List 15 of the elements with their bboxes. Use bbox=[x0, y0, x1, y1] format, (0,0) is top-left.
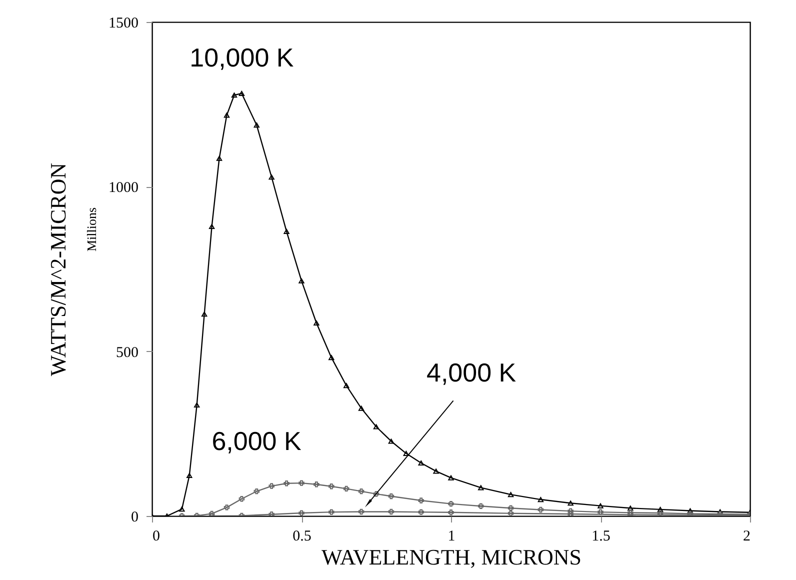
y-tick-label: 0 bbox=[131, 510, 138, 526]
y-axis-title: WATTS/M^2-MICRON bbox=[46, 162, 70, 376]
text: Millions bbox=[84, 207, 99, 252]
series-label: 10,000 K bbox=[190, 42, 294, 72]
x-tick-label: 0.5 bbox=[292, 528, 312, 544]
y-tick-label: 1500 bbox=[108, 16, 138, 32]
x-axis-title: WAVELENGTH, MICRONS bbox=[322, 544, 582, 570]
y-tick-label: 1000 bbox=[108, 180, 138, 196]
x-tick-label: 2 bbox=[743, 528, 750, 544]
y-tick-label: 500 bbox=[116, 344, 138, 361]
series-label: 6,000 K bbox=[212, 426, 302, 456]
x-tick-label: 1 bbox=[448, 528, 456, 544]
x-tick-label: 0 bbox=[152, 528, 160, 544]
text: 4,000 K bbox=[426, 358, 517, 388]
x-tick-label: 1.5 bbox=[592, 528, 610, 544]
